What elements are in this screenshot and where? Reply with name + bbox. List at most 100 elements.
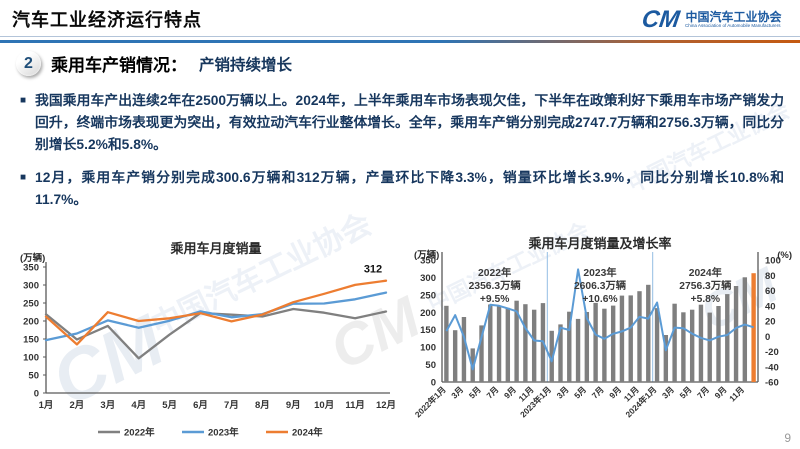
x-axis-tick: 3月	[660, 384, 676, 400]
chart-title: 乘用车月度销量及增长率	[527, 236, 671, 251]
x-axis-tick: 9月	[502, 384, 518, 400]
growth-rate-line	[445, 268, 754, 371]
x-axis-tick: 2022年1月	[413, 384, 448, 419]
year-annotation-year: 2022年	[478, 266, 512, 279]
sales-bar	[531, 309, 537, 382]
bullet-text: 12月，乘用车产销分别完成300.6万辆和312万辆，产量环比下降3.3%，销量…	[35, 170, 784, 208]
sales-bar	[558, 324, 563, 382]
y-axis-unit-label: (万辆)	[20, 252, 45, 264]
x-axis-tick: 10月	[314, 400, 334, 411]
sales-bar	[742, 277, 748, 382]
right-axis-unit-label: (%)	[777, 250, 792, 261]
sales-bar	[461, 317, 467, 382]
page-title: 汽车工业经济运行特点	[12, 10, 202, 30]
sales-bar	[672, 303, 677, 382]
section-heading: 2 乘用车产销情况： 产销持续增长	[16, 51, 292, 76]
y-axis-tick: 50	[28, 371, 39, 382]
x-axis-tick: 11月	[345, 400, 365, 411]
sales-bar	[488, 304, 493, 382]
x-axis-tick: 7月	[484, 384, 500, 400]
body-text: ■ 我国乘用车产出连续2年在2500万辆以上。2024年，上半年乘用车市场表现欠…	[20, 90, 784, 222]
sales-bar	[628, 295, 633, 382]
sales-bar	[514, 300, 519, 382]
right-axis-tick: -20	[765, 347, 779, 358]
x-axis-tick: 5月	[467, 384, 483, 400]
x-axis-tick: 1月	[39, 400, 54, 411]
sales-bar	[733, 286, 739, 382]
x-axis-tick: 9月	[713, 384, 729, 400]
x-axis-tick: 5月	[162, 400, 177, 411]
section-number-badge: 2	[16, 51, 41, 76]
sales-bar	[681, 312, 686, 382]
y-axis-tick: 350	[23, 263, 39, 274]
x-axis-tick: 5月	[572, 384, 588, 400]
sales-bar	[707, 312, 712, 382]
org-logo: CM 中国汽车工业协会 China Association of Automob…	[640, 6, 786, 33]
left-axis-tick: 150	[420, 325, 436, 336]
chart-title: 乘用车月度销量	[169, 241, 261, 256]
series-line-2023年	[44, 291, 388, 342]
org-name-cn: 中国汽车工业协会	[685, 9, 782, 24]
x-axis-tick: 9月	[286, 400, 301, 411]
right-axis-tick: 0	[765, 332, 770, 343]
sales-bar	[496, 306, 502, 382]
x-axis-tick: 3月	[449, 384, 465, 400]
header-divider-thin	[0, 36, 800, 37]
sales-bar	[654, 308, 660, 382]
bullet-text: 我国乘用车产出连续2年在2500万辆以上。2024年，上半年乘用车市场表现欠佳，…	[35, 93, 784, 153]
y-axis-tick: 300	[23, 281, 39, 292]
x-axis-tick: 7月	[590, 384, 606, 400]
legend-label: 2022年	[124, 427, 155, 439]
header-divider	[0, 40, 800, 43]
monthly-sales-line-chart-svg: 乘用车月度销量 (万辆) 0 50 100 150 200 250 300 350 1月 2月 3月 4月…	[20, 241, 396, 439]
right-axis-tick: 20	[765, 317, 776, 328]
bullet-item: ■ 我国乘用车产出连续2年在2500万辆以上。2024年，上半年乘用车市场表现欠…	[20, 90, 784, 156]
sales-bar	[567, 311, 572, 382]
sales-bar	[619, 295, 625, 382]
left-axis-unit-label: (万辆)	[414, 249, 439, 261]
data-label: 312	[364, 264, 382, 276]
sales-bar	[602, 308, 607, 382]
left-axis-tick: 300	[420, 273, 436, 284]
y-axis-tick: 0	[34, 389, 39, 400]
sales-bar	[689, 309, 695, 382]
left-axis-tick: 200	[420, 308, 436, 319]
year-annotation-growth: +9.5%	[480, 294, 509, 305]
left-axis-tick: 250	[420, 290, 436, 301]
sales-bar	[505, 307, 511, 382]
x-axis-tick: 2月	[70, 400, 85, 411]
year-annotation-total: 2606.3万辆	[574, 279, 626, 292]
bullet-square-icon: ■	[20, 95, 27, 106]
legend-label: 2024年	[292, 427, 323, 439]
x-axis-tick: 5月	[677, 384, 693, 400]
left-axis-tick: 0	[431, 378, 436, 389]
right-axis-tick: -60	[765, 378, 779, 389]
x-axis-tick: 12月	[376, 400, 396, 411]
page-number: 9	[784, 431, 791, 445]
series-line-2024年	[44, 279, 388, 346]
bullet-square-icon: ■	[20, 172, 27, 184]
y-axis-tick: 100	[23, 353, 39, 364]
x-axis-tick: 3月	[555, 384, 571, 400]
left-axis-tick: 350	[420, 256, 436, 267]
x-axis-tick: 7月	[224, 400, 239, 411]
right-axis-tick: 60	[765, 286, 776, 297]
x-axis-tick: 4月	[131, 400, 146, 411]
legend-label: 2023年	[208, 427, 239, 439]
year-annotation-growth: +5.8%	[691, 294, 720, 305]
right-axis-tick: 40	[765, 301, 776, 312]
x-axis-tick: 11月	[727, 384, 746, 403]
sales-bar	[751, 273, 756, 382]
sales-bar	[698, 304, 704, 382]
org-name-en: China Association of Automobile Manufact…	[685, 24, 781, 29]
section-title: 乘用车产销情况：	[51, 56, 187, 75]
y-axis-tick: 150	[23, 335, 39, 346]
sales-bar	[479, 325, 484, 382]
monthly-sales-growth-combo-chart-svg: 乘用车月度销量及增长率(万辆) (%)050100150200250300350-…	[413, 236, 792, 419]
sales-bar	[549, 330, 554, 382]
sales-bar	[637, 291, 642, 382]
sales-bar	[584, 312, 590, 382]
sales-bar	[663, 335, 669, 382]
x-axis-tick: 8月	[255, 400, 270, 411]
right-axis-tick: -40	[765, 362, 779, 373]
